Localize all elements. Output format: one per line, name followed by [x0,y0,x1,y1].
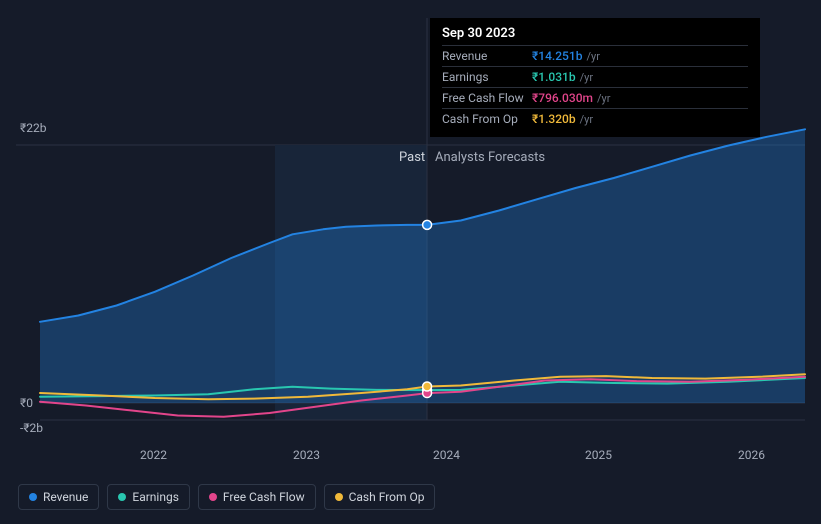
legend-item-revenue[interactable]: Revenue [18,484,99,510]
tooltip-row-unit: /yr [580,71,593,84]
x-tick-label: 2025 [585,448,612,462]
legend-item-label: Earnings [132,490,179,504]
tooltip-row-label: Earnings [442,70,532,84]
tooltip-row-unit: /yr [586,50,599,63]
legend: Revenue Earnings Free Cash Flow Cash From O… [18,484,435,510]
y-tick-label: ₹22b [20,121,46,135]
tooltip-row: Earnings₹1.031b/yr [442,66,748,87]
x-tick-label: 2026 [738,448,765,462]
tooltip-row: Revenue₹14.251b/yr [442,45,748,66]
tooltip-row-value: ₹1.031b [532,70,576,84]
legend-item-label: Revenue [43,490,88,504]
legend-item-earnings[interactable]: Earnings [107,484,190,510]
legend-item-label: Cash From Op [349,490,425,504]
tooltip-row-unit: /yr [597,92,610,105]
tooltip-row-label: Cash From Op [442,112,532,126]
x-tick-label: 2023 [293,448,320,462]
legend-item-cash-from-op[interactable]: Cash From Op [324,484,436,510]
legend-dot-icon [209,493,217,501]
tooltip-row-value: ₹1.320b [532,112,576,126]
x-tick-label: 2022 [140,448,167,462]
section-label-forecasts: Analysts Forecasts [435,150,545,165]
section-label-past: Past [399,150,425,165]
financials-chart: ₹22b ₹0 -₹2b 2022 2023 2024 2025 2026 Past Ana… [0,0,821,524]
hover-tooltip: Sep 30 2023 Revenue₹14.251b/yrEarnings₹1… [430,18,760,137]
tooltip-row-unit: /yr [580,113,593,126]
x-tick-label: 2024 [433,448,460,462]
legend-dot-icon [29,493,37,501]
legend-dot-icon [335,493,343,501]
tooltip-row: Cash From Op₹1.320b/yr [442,108,748,129]
tooltip-row-label: Revenue [442,49,532,63]
legend-item-label: Free Cash Flow [223,490,305,504]
tooltip-row: Free Cash Flow₹796.030m/yr [442,87,748,108]
y-tick-label: ₹0 [20,396,33,410]
tooltip-row-value: ₹14.251b [532,49,582,63]
tooltip-row-label: Free Cash Flow [442,91,532,105]
legend-item-free-cash-flow[interactable]: Free Cash Flow [198,484,316,510]
tooltip-date: Sep 30 2023 [442,26,748,41]
y-tick-label: -₹2b [20,421,43,435]
tooltip-row-value: ₹796.030m [532,91,593,105]
legend-dot-icon [118,493,126,501]
